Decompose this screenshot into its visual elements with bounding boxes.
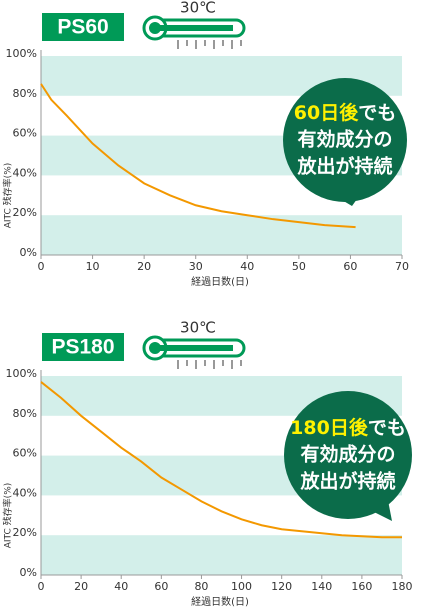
temperature: 30℃: [180, 319, 216, 337]
y-tick-label: 40%: [13, 166, 37, 179]
tag-label: PS60: [57, 16, 108, 39]
x-tick-label: 70: [395, 260, 409, 273]
y-tick-label: 40%: [13, 486, 37, 499]
temperature: 30℃: [180, 0, 216, 17]
callout-highlight: 180日後: [290, 416, 369, 439]
x-tick-label: 0: [38, 580, 45, 593]
callout-line: 放出が持続: [299, 470, 395, 493]
callout-line: 180日後でも: [290, 416, 406, 439]
callout-bubble: [283, 78, 407, 202]
y-tick-label: 80%: [13, 87, 37, 100]
callout-line: 有効成分の: [300, 443, 395, 466]
x-tick-label: 20: [74, 580, 88, 593]
x-tick-label: 30: [189, 260, 203, 273]
callout-highlight: 60日後: [294, 101, 359, 124]
y-axis-label: AITC 残存率(%): [2, 483, 14, 549]
y-tick-label: 20%: [13, 206, 37, 219]
y-tick-label: 0%: [20, 566, 37, 579]
x-tick-label: 180: [392, 580, 413, 593]
callout-line: 60日後でも: [294, 101, 396, 124]
callout-text: でも: [358, 102, 396, 124]
callout-line: 有効成分の: [297, 128, 392, 151]
callout-line: 放出が持続: [296, 155, 392, 178]
data-line: [40, 381, 402, 539]
x-tick-label: 0: [38, 260, 45, 273]
thermo-level: [155, 25, 233, 31]
thermo-level: [155, 345, 233, 351]
x-tick-label: 100: [231, 580, 252, 593]
tag-label: PS180: [51, 336, 114, 359]
x-tick-label: 10: [86, 260, 100, 273]
x-tick-label: 160: [351, 580, 372, 593]
series-tag: [42, 333, 124, 361]
x-tick-label: 50: [292, 260, 306, 273]
x-tick-label: 60: [154, 580, 168, 593]
x-tick-label: 20: [137, 260, 151, 273]
y-tick-label: 80%: [13, 407, 37, 420]
grid-band: [41, 535, 402, 575]
x-axis-label: 経過日数(日): [191, 595, 249, 607]
y-tick-label: 100%: [6, 367, 37, 380]
series-tag: [42, 13, 124, 41]
y-tick-label: 0%: [20, 246, 37, 259]
x-tick-label: 40: [114, 580, 128, 593]
grid-band: [41, 215, 402, 255]
callout-text: でも: [368, 417, 406, 439]
callout-bubble: [284, 391, 412, 519]
y-tick-label: 20%: [13, 526, 37, 539]
x-tick-label: 40: [240, 260, 254, 273]
x-axis-label: 経過日数(日): [191, 275, 249, 288]
y-tick-label: 60%: [13, 127, 37, 140]
data-line: [40, 83, 356, 229]
y-tick-label: 60%: [13, 447, 37, 460]
y-axis-label: AITC 残存率(%): [2, 163, 14, 229]
x-tick-label: 60: [343, 260, 357, 273]
x-tick-label: 80: [194, 580, 208, 593]
x-tick-label: 120: [271, 580, 292, 593]
x-tick-label: 140: [311, 580, 332, 593]
y-tick-label: 100%: [6, 47, 37, 60]
